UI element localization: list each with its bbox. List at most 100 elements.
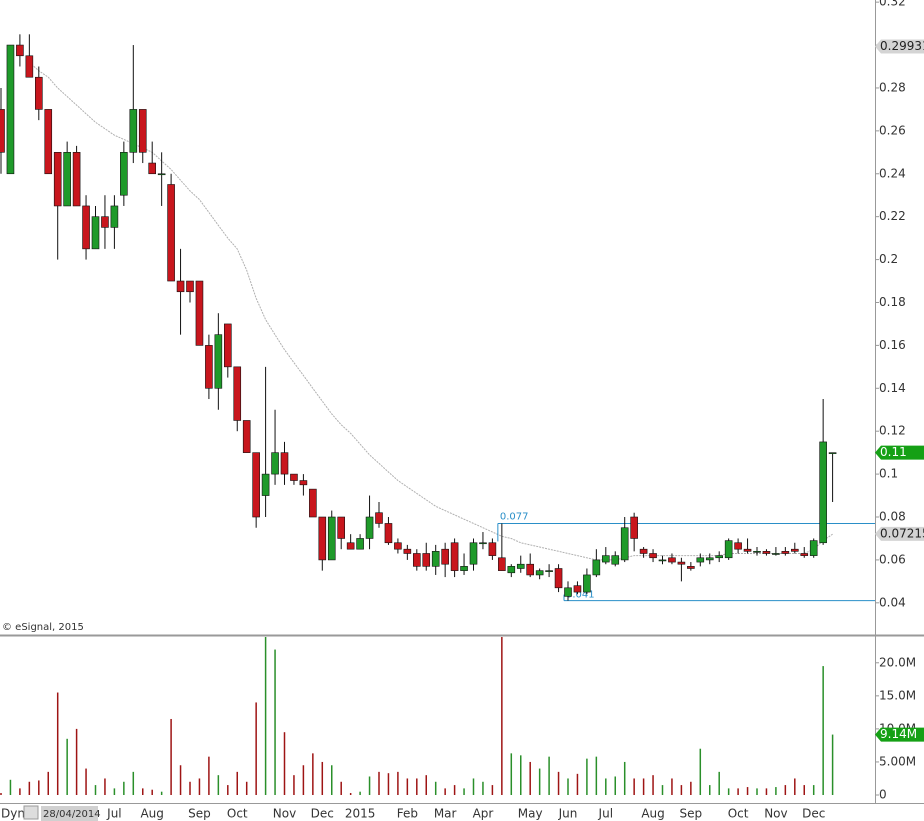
candle-body	[724, 540, 733, 559]
candle-body	[781, 551, 790, 554]
candle-body	[25, 55, 34, 78]
candle-body	[592, 559, 601, 576]
candle-body	[564, 587, 572, 597]
volume-bar	[576, 773, 579, 795]
volume-bar	[274, 649, 276, 795]
volume-bar	[633, 778, 635, 795]
volume-bar	[245, 781, 248, 795]
candle-body	[611, 555, 620, 565]
candle-body	[224, 323, 232, 368]
volume-bar	[652, 775, 654, 795]
volume-bar	[179, 765, 182, 795]
toolbar-icon[interactable]	[23, 805, 39, 820]
candle-body	[129, 109, 138, 153]
candle-body	[630, 516, 638, 539]
volume-bar	[160, 791, 163, 795]
mode-label[interactable]: Dyn	[1, 807, 25, 821]
volume-bar	[19, 788, 21, 795]
candle-body	[327, 516, 336, 561]
volume-bar	[283, 732, 286, 795]
candle-body	[356, 538, 364, 550]
volume-bar	[642, 778, 645, 795]
candle-body	[403, 548, 412, 554]
candle-body	[101, 216, 109, 228]
volume-tick-label: 20.0M	[879, 655, 916, 669]
volume-bar	[208, 756, 210, 795]
candle-body	[649, 553, 657, 559]
candle-body	[337, 516, 346, 539]
volume-bar	[264, 637, 267, 795]
candle-body	[743, 548, 752, 552]
volume-marker-label: 9.14M	[880, 727, 917, 741]
volume-bar	[775, 787, 777, 795]
volume-bar	[227, 785, 229, 795]
volume-bar	[75, 728, 78, 795]
candle-body	[148, 162, 156, 175]
candle-body	[299, 480, 308, 486]
volume-bar	[520, 755, 522, 795]
x-tick-label: Feb	[397, 807, 418, 821]
date-label[interactable]: 28/04/2014	[43, 809, 101, 820]
volume-bar	[661, 785, 664, 795]
copyright: © eSignal, 2015	[2, 622, 84, 633]
volume-bar	[623, 761, 626, 795]
volume-bar	[756, 788, 758, 795]
y-tick-label: 0.04	[879, 595, 906, 609]
x-tick-label: Dec	[311, 807, 334, 821]
date-box[interactable]	[41, 806, 98, 821]
candle-body	[186, 280, 194, 293]
volume-bar	[170, 718, 172, 795]
price-marker-label: 0.07215	[880, 526, 924, 540]
volume-bar	[822, 666, 824, 795]
moving-average	[28, 61, 833, 561]
candle-body	[195, 280, 204, 346]
volume-marker	[875, 727, 924, 742]
price-marker-label: 0.29931	[880, 39, 924, 53]
x-tick-label: Jul	[598, 807, 613, 821]
volume-bar	[434, 781, 437, 795]
volume-bar	[671, 778, 673, 795]
y-tick-label: 0.08	[879, 510, 906, 524]
volume-bar	[803, 785, 805, 795]
x-tick-label: Oct	[227, 807, 248, 821]
candle-body	[138, 109, 147, 153]
candle-body	[120, 152, 128, 196]
volume-bar	[189, 781, 191, 795]
y-tick-label: 0.22	[879, 209, 906, 223]
volume-bar	[501, 637, 503, 795]
candle-body	[705, 557, 714, 561]
volume-bar	[510, 753, 513, 795]
candle-body	[365, 516, 374, 539]
price-marker-label: 0.11	[880, 445, 907, 459]
candle-body	[167, 184, 175, 282]
candle-body	[309, 488, 317, 518]
candle-body	[762, 551, 771, 554]
volume-bar	[321, 761, 324, 795]
x-tick-label: Jun	[558, 807, 578, 821]
volume-bar	[312, 753, 314, 795]
y-tick-label: 0.06	[879, 552, 906, 566]
volume-bar	[453, 785, 456, 795]
x-tick-label: Oct	[728, 807, 749, 821]
candle-body	[601, 555, 610, 563]
volume-bar	[255, 702, 257, 795]
candle-body	[34, 76, 43, 110]
x-tick-label: Dec	[802, 807, 825, 821]
volume-bar	[690, 781, 692, 795]
candle-body	[242, 420, 251, 453]
volume-bar	[123, 781, 125, 795]
price-marker	[875, 526, 924, 541]
candle-body	[583, 574, 591, 593]
volume-bar	[94, 785, 97, 795]
candle-body	[450, 542, 459, 571]
candle-body	[677, 561, 686, 565]
volume-bar	[66, 738, 68, 795]
volume-bar	[28, 781, 31, 795]
volume-bar	[142, 788, 144, 795]
candle-body	[460, 566, 468, 571]
y-tick-label: 0.18	[879, 295, 906, 309]
volume-bar	[727, 788, 730, 795]
volume-bar	[831, 734, 834, 795]
